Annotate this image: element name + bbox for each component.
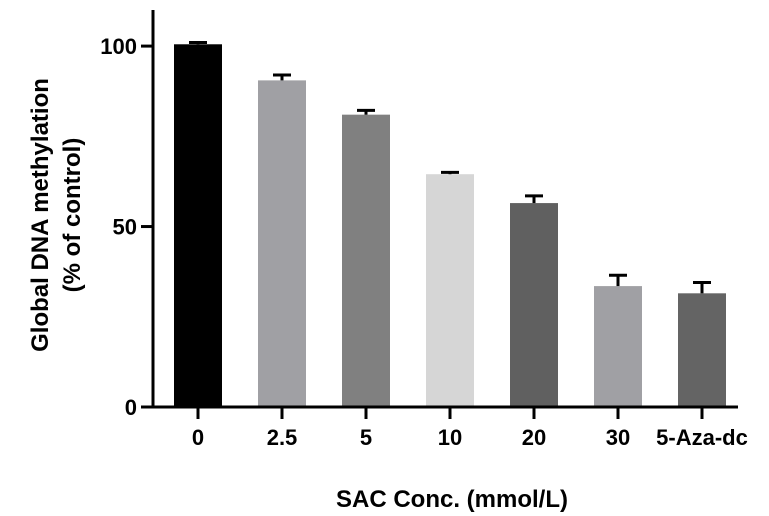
x-tick-label: 2.5 [267,425,298,450]
y-axis-title-line2: (% of control) [59,138,86,293]
x-tick-label: 30 [606,425,630,450]
bar-20 [510,203,558,407]
bar-2.5 [258,80,306,408]
x-tick-label: 10 [438,425,462,450]
x-tick-label: 5 [360,425,372,450]
bar-30 [594,286,642,407]
x-axis-title: SAC Conc. (mmol/L) [336,486,568,513]
y-tick-label: 100 [100,34,137,59]
error-bars-group [189,40,711,294]
bar-10 [426,174,474,407]
x-tick-label: 0 [192,425,204,450]
y-axis-title-line1: Global DNA methylation [27,78,54,352]
axes-group [151,10,738,409]
bar-5 [342,114,390,407]
y-ticks-group: 0 50 100 [100,34,153,420]
y-tick-label: 50 [113,215,137,240]
x-tick-label: 5-Aza-dc [656,425,748,450]
y-tick-label: 0 [125,395,137,420]
x-tick-label: 20 [522,425,546,450]
x-ticks-group: 0 2.5 5 10 20 30 5-Aza-dc [192,407,748,450]
bar-0 [174,44,222,407]
bar-5-Aza-dc [678,293,726,407]
bars-group [174,44,726,408]
